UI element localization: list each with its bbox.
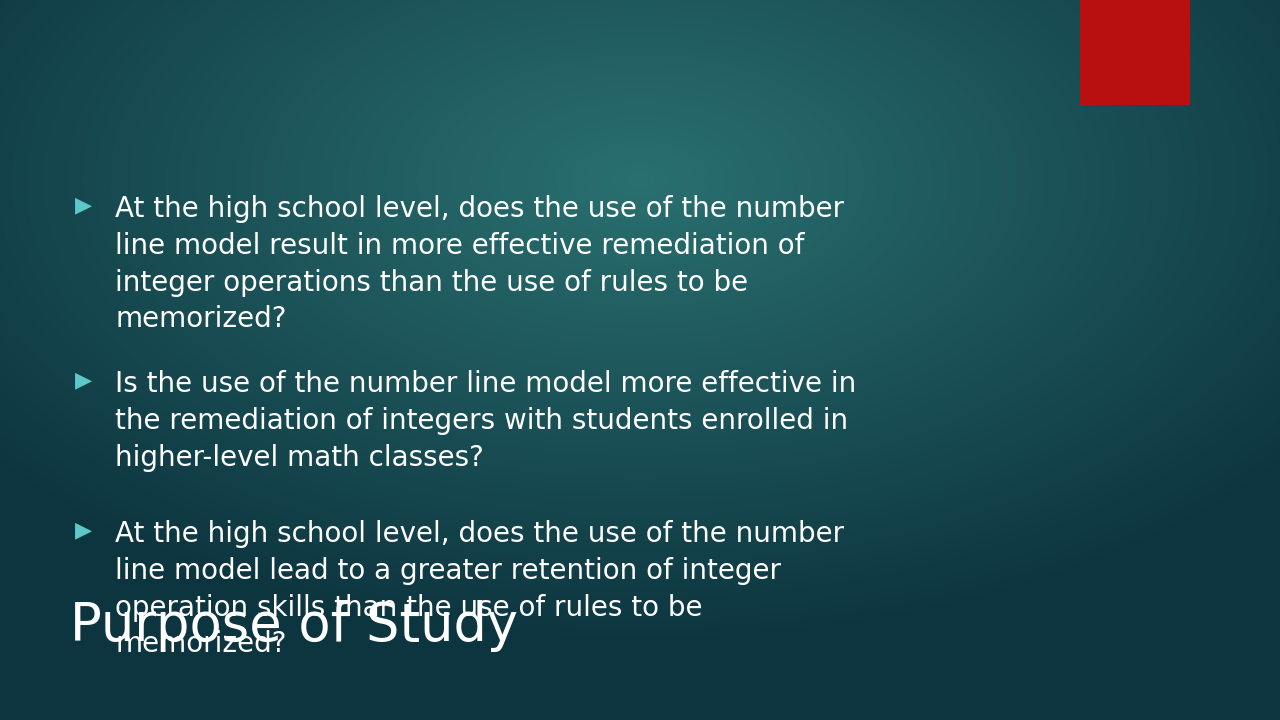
Text: Purpose of Study: Purpose of Study bbox=[70, 600, 518, 652]
Text: ▶: ▶ bbox=[76, 520, 92, 540]
Text: ▶: ▶ bbox=[76, 195, 92, 215]
Text: At the high school level, does the use of the number
line model lead to a greate: At the high school level, does the use o… bbox=[115, 520, 844, 658]
Bar bbox=[1080, 0, 1190, 105]
Text: At the high school level, does the use of the number
line model result in more e: At the high school level, does the use o… bbox=[115, 195, 844, 333]
Text: ▶: ▶ bbox=[76, 370, 92, 390]
Text: Is the use of the number line model more effective in
the remediation of integer: Is the use of the number line model more… bbox=[115, 370, 856, 472]
